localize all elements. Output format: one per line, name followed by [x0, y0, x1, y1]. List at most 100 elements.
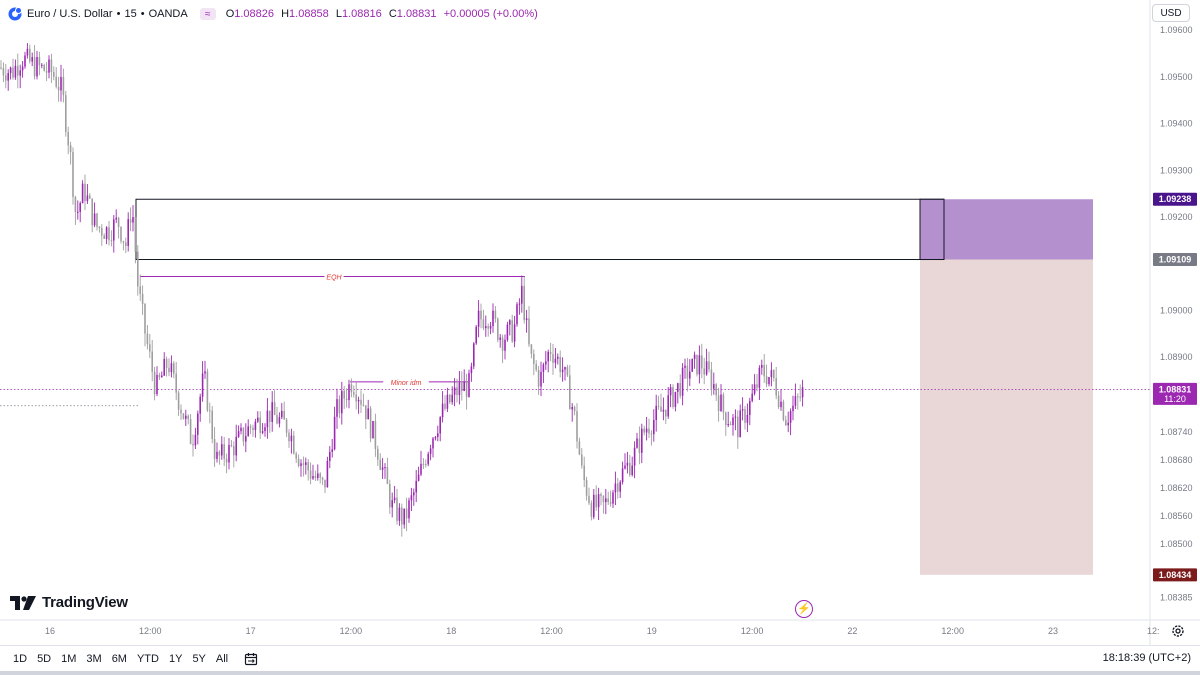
currency-button[interactable]: USD — [1152, 4, 1190, 22]
candle-body — [595, 494, 597, 508]
candle-body — [84, 183, 86, 201]
range-5d-button[interactable]: 5D — [37, 652, 52, 665]
candle-body — [153, 371, 156, 395]
change-value: +0.00005 (+0.00%) — [443, 8, 538, 20]
candle-body — [192, 443, 194, 446]
range-all-button[interactable]: All — [215, 652, 229, 665]
candle-body — [211, 410, 213, 440]
candle-body — [60, 76, 62, 91]
low-value: 1.08816 — [341, 8, 382, 20]
candle-body — [729, 423, 732, 426]
candle-body — [180, 409, 182, 414]
range-ytd-button[interactable]: YTD — [136, 652, 159, 665]
candle-body — [309, 470, 312, 479]
candle-body — [122, 241, 125, 243]
candle-body — [149, 344, 151, 352]
candle-body — [614, 483, 617, 493]
candle-body — [396, 497, 398, 521]
candle-body — [343, 390, 345, 399]
candle-body — [5, 75, 7, 81]
range-1y-button[interactable]: 1Y — [168, 652, 183, 665]
tradingview-logo[interactable]: TradingView — [10, 594, 128, 611]
candle-body — [389, 483, 391, 508]
candle-body — [384, 467, 386, 469]
candle-body — [98, 226, 101, 228]
range-6m-button[interactable]: 6M — [111, 652, 127, 665]
annotation-eqh[interactable]: EQH — [326, 275, 342, 282]
candle-body — [345, 398, 348, 401]
candle-body — [168, 367, 170, 373]
candle-body — [305, 462, 307, 465]
candle-body — [14, 65, 17, 78]
candle-body — [204, 371, 206, 374]
candle-body — [449, 394, 451, 403]
candle-body — [549, 351, 552, 355]
candle-body — [633, 447, 636, 466]
candle-body — [86, 195, 89, 201]
candle-body — [588, 495, 590, 504]
candle-body — [559, 356, 561, 373]
candle-body — [223, 444, 225, 459]
candle-body — [674, 391, 677, 407]
candle-body — [492, 310, 494, 327]
candle-body — [773, 370, 775, 379]
candle-body — [645, 428, 648, 433]
candle-body — [300, 463, 302, 467]
candle-body — [53, 72, 55, 77]
candle-body — [314, 476, 317, 478]
gear-icon[interactable] — [1171, 624, 1185, 638]
candle-body — [660, 406, 662, 412]
candle-body — [763, 364, 765, 377]
candle-body — [581, 454, 583, 466]
indicator-toggle-icon[interactable]: ≈ — [199, 8, 216, 20]
target-zone[interactable] — [920, 199, 1093, 260]
candle-body — [317, 473, 319, 478]
price-axis[interactable]: 1.09600 1.09500 1.09400 1.09300 1.09200 1.090… — [1160, 25, 1193, 603]
candle-body — [326, 460, 329, 488]
candle-body — [55, 76, 57, 87]
range-1m-button[interactable]: 1M — [61, 652, 77, 665]
candle-body — [261, 431, 264, 433]
candle-body — [72, 152, 74, 197]
high-key: H — [281, 8, 290, 20]
candle-body — [691, 358, 693, 372]
candle-body — [173, 363, 175, 374]
range-5y-button[interactable]: 5Y — [192, 652, 206, 665]
candle-body — [497, 318, 499, 340]
candle-body — [297, 458, 300, 467]
candle-body — [273, 402, 276, 415]
candle-body — [295, 453, 297, 459]
clock-timezone[interactable]: 18:18:39 (UTC+2) — [1102, 652, 1191, 664]
range-3m-button[interactable]: 3M — [86, 652, 102, 665]
candle-body — [624, 465, 626, 469]
candle-body — [583, 465, 585, 481]
candle-body — [669, 387, 672, 396]
chart-canvas[interactable]: EQH Minor idm 1.09600 1.09500 1.09400 1.0930… — [0, 0, 1200, 645]
candle-body — [81, 183, 84, 204]
time-axis[interactable]: 16 12:00 17 12:00 18 12:00 19 12:00 22 12:00 23 12: — [45, 626, 1160, 636]
lightning-icon[interactable]: ⚡ — [795, 600, 813, 618]
interval[interactable]: 15 — [124, 8, 137, 20]
candle-body — [336, 399, 338, 417]
candle-body — [703, 368, 705, 375]
candle-body — [734, 416, 737, 418]
calendar-range-icon[interactable] — [244, 652, 258, 666]
candle-body — [727, 423, 729, 426]
candle-body — [117, 217, 120, 228]
y-tick-label: 1.09000 — [1160, 305, 1193, 315]
candle-body — [504, 339, 506, 351]
candle-body — [329, 451, 331, 461]
range-1d-button[interactable]: 1D — [13, 652, 28, 665]
candle-body — [540, 371, 542, 387]
stop-zone[interactable] — [920, 259, 1093, 575]
candle-body — [672, 387, 674, 407]
candle-body — [499, 337, 501, 340]
close-value: 1.08831 — [396, 8, 437, 20]
symbol-title[interactable]: Euro / U.S. Dollar — [27, 8, 113, 20]
candle-body — [132, 217, 134, 223]
candle-body — [425, 464, 427, 466]
candle-body — [91, 198, 93, 226]
annotation-minor-idm[interactable]: Minor idm — [391, 380, 422, 387]
candle-body — [257, 417, 259, 422]
candle-body — [679, 383, 681, 396]
